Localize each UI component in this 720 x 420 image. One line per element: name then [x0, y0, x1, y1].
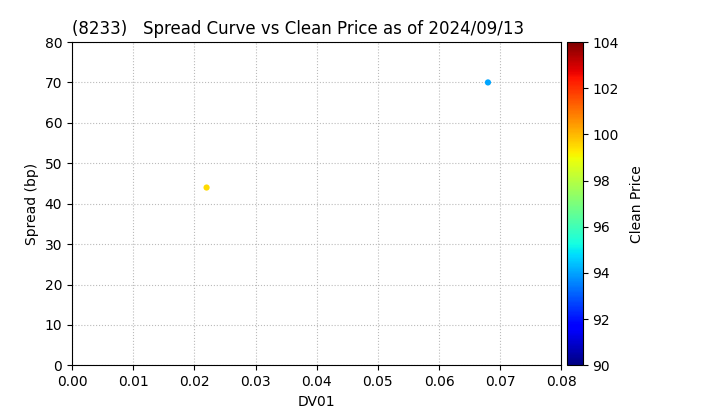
- Y-axis label: Clean Price: Clean Price: [630, 165, 644, 243]
- Point: [201, 184, 212, 191]
- X-axis label: DV01: DV01: [298, 395, 336, 409]
- Text: (8233)   Spread Curve vs Clean Price as of 2024/09/13: (8233) Spread Curve vs Clean Price as of…: [72, 20, 524, 38]
- Y-axis label: Spread (bp): Spread (bp): [25, 163, 39, 245]
- Point: [482, 79, 494, 86]
